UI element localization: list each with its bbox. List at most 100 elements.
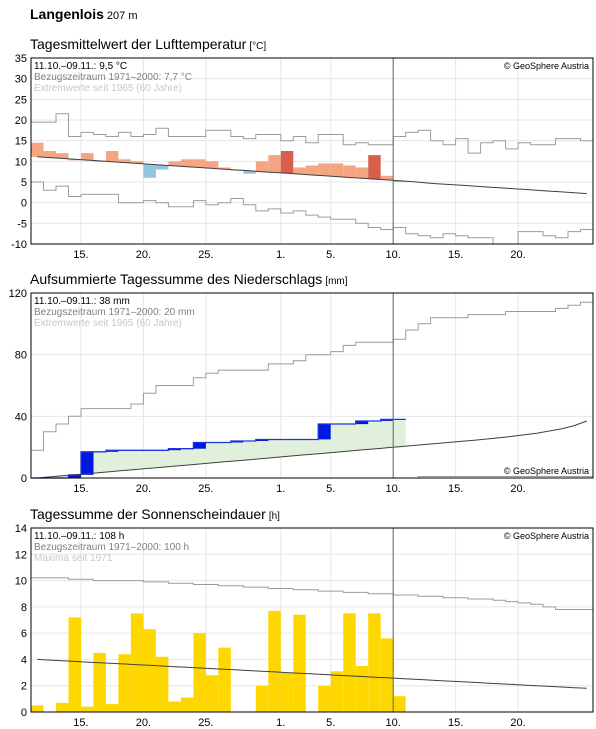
- y-tick-label: 0: [21, 473, 27, 485]
- precipitation-step: [105, 450, 119, 452]
- info-line: Bezugszeitraum 1971–2000: 20 mm: [34, 307, 195, 318]
- station-name: Langenlois: [30, 6, 104, 22]
- info-line: 11.10.–09.11.: 9,5 °C: [34, 61, 127, 72]
- x-tick-label: 25.: [198, 717, 213, 729]
- temperature-bar: [155, 165, 169, 170]
- station-altitude: 207 m: [106, 10, 138, 22]
- y-tick-label: 0: [21, 198, 27, 210]
- x-tick-label: 10.: [386, 249, 401, 261]
- sunshine-bar: [343, 613, 356, 712]
- sunshine-bar: [68, 617, 81, 712]
- temperature-bar: [43, 151, 56, 158]
- y-tick-label: 120: [9, 288, 27, 300]
- normal-line: [37, 420, 587, 479]
- x-tick-label: 1.: [276, 717, 285, 729]
- x-tick-label: 20.: [510, 483, 525, 495]
- info-line: 11.10.–09.11.: 38 mm: [34, 296, 130, 307]
- sunshine-bar: [368, 613, 381, 712]
- temperature-unit: [°C]: [249, 41, 267, 52]
- info-line: Bezugszeitraum 1971–2000: 7,7 °C: [34, 72, 192, 83]
- sunshine-bar: [380, 638, 394, 712]
- precipitation-step: [193, 442, 206, 449]
- y-tick-label: 2: [21, 681, 27, 693]
- temperature-bar: [368, 155, 381, 180]
- y-tick-label: 40: [15, 411, 27, 423]
- precipitation-step: [81, 451, 94, 475]
- temperature-bar: [268, 155, 281, 173]
- temperature-chart-title: Tagesmittelwert der Lufttemperatur [°C]: [30, 36, 266, 52]
- y-tick-label: 14: [15, 523, 27, 535]
- y-tick-label: 35: [15, 53, 27, 65]
- sunshine-bar: [218, 647, 231, 712]
- y-tick-label: 30: [15, 74, 27, 86]
- temperature-bar: [393, 180, 406, 182]
- temperature-bar: [330, 163, 344, 177]
- sunshine-bar: [143, 629, 156, 712]
- temperature-bar: [193, 159, 206, 168]
- y-tick-label: 10: [15, 576, 27, 588]
- plot-frame: [30, 292, 594, 479]
- x-tick-label: 5.: [326, 717, 335, 729]
- normal-line: [37, 658, 587, 689]
- temperature-bar: [380, 175, 394, 180]
- sunshine-bar: [168, 701, 181, 712]
- info-line: Extremwerte seit 1965 (60 Jahre): [34, 83, 182, 94]
- y-tick-label: 0: [21, 707, 27, 719]
- x-tick-label: 15.: [448, 249, 463, 261]
- temperature-bar: [56, 153, 69, 159]
- chart-panel-0: -10 -5 0 5 10 15 20 25 30 35 15. 20. 25. 1. 5. 10. 15. 20…: [11, 53, 594, 261]
- max-extreme-line: [31, 113, 593, 154]
- temperature-bar: [168, 161, 181, 166]
- temperature-bar: [280, 151, 294, 174]
- temperature-bar: [81, 153, 94, 161]
- chart-panel-2: 0 2 4 6 8 10 12 14 15. 20. 25. 1. 5. 10. 15. 20. 11.10.–…: [15, 523, 594, 729]
- sunshine-bar: [155, 656, 169, 712]
- y-tick-label: 4: [21, 654, 27, 666]
- y-tick-label: 10: [15, 156, 27, 168]
- sunshine-bar: [93, 652, 106, 712]
- precipitation-step: [230, 441, 244, 443]
- precipitation-area: [31, 419, 406, 478]
- sunshine-bar: [31, 705, 44, 712]
- sunshine-chart-title: Tagessumme der Sonnenscheindauer [h]: [30, 506, 280, 522]
- precipitation-step: [380, 419, 394, 421]
- x-tick-label: 20.: [136, 249, 151, 261]
- sunshine-bar: [118, 654, 131, 712]
- temperature-bar: [143, 164, 156, 178]
- info-line: Bezugszeitraum 1971–2000: 100 h: [34, 542, 189, 553]
- temperature-bar: [180, 159, 194, 167]
- sunshine-bar: [318, 685, 331, 712]
- normal-line: [37, 156, 587, 195]
- temperature-bar: [31, 142, 44, 157]
- info-line: 11.10.–09.11.: 108 h: [34, 531, 124, 542]
- temperature-bar: [355, 167, 369, 179]
- temperature-bar: [318, 163, 331, 176]
- precipitation-line: [31, 418, 406, 479]
- precipitation-step: [255, 439, 269, 441]
- temperature-bar: [130, 161, 144, 164]
- station-header: Langenlois 207 m: [30, 6, 137, 22]
- sunshine-bar: [130, 613, 144, 712]
- sunshine-bar: [180, 697, 194, 712]
- sunshine-bar: [255, 685, 269, 712]
- sunshine-bar: [205, 675, 219, 712]
- info-line: Extremwerte seit 1965 (60 Jahre): [34, 318, 182, 329]
- y-tick-label: 20: [15, 115, 27, 127]
- y-tick-label: 5: [21, 177, 27, 189]
- sunshine-bar: [393, 696, 406, 712]
- max-extreme-line: [31, 301, 593, 451]
- min-extreme-line: [31, 181, 593, 245]
- sunshine-bar: [330, 671, 344, 712]
- temperature-bar: [118, 159, 131, 163]
- y-tick-label: 80: [15, 350, 27, 362]
- y-tick-label: 25: [15, 94, 27, 106]
- sunshine-bar: [193, 633, 206, 712]
- x-tick-label: 15.: [448, 483, 463, 495]
- copyright-label: © GeoSphere Austria: [504, 61, 589, 71]
- precipitation-step: [168, 448, 181, 451]
- x-tick-label: 15.: [73, 483, 88, 495]
- y-tick-label: -5: [17, 218, 27, 230]
- copyright-label: © GeoSphere Austria: [504, 466, 589, 476]
- temperature-bar: [218, 167, 231, 170]
